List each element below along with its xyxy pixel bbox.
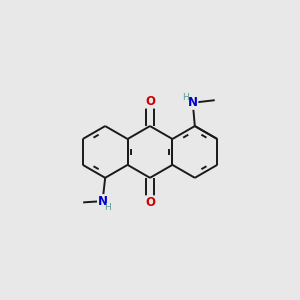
- Text: H: H: [104, 202, 111, 211]
- Text: O: O: [145, 196, 155, 209]
- Text: N: N: [188, 96, 198, 109]
- Text: H: H: [182, 93, 189, 102]
- Text: N: N: [98, 195, 108, 208]
- Text: O: O: [145, 95, 155, 108]
